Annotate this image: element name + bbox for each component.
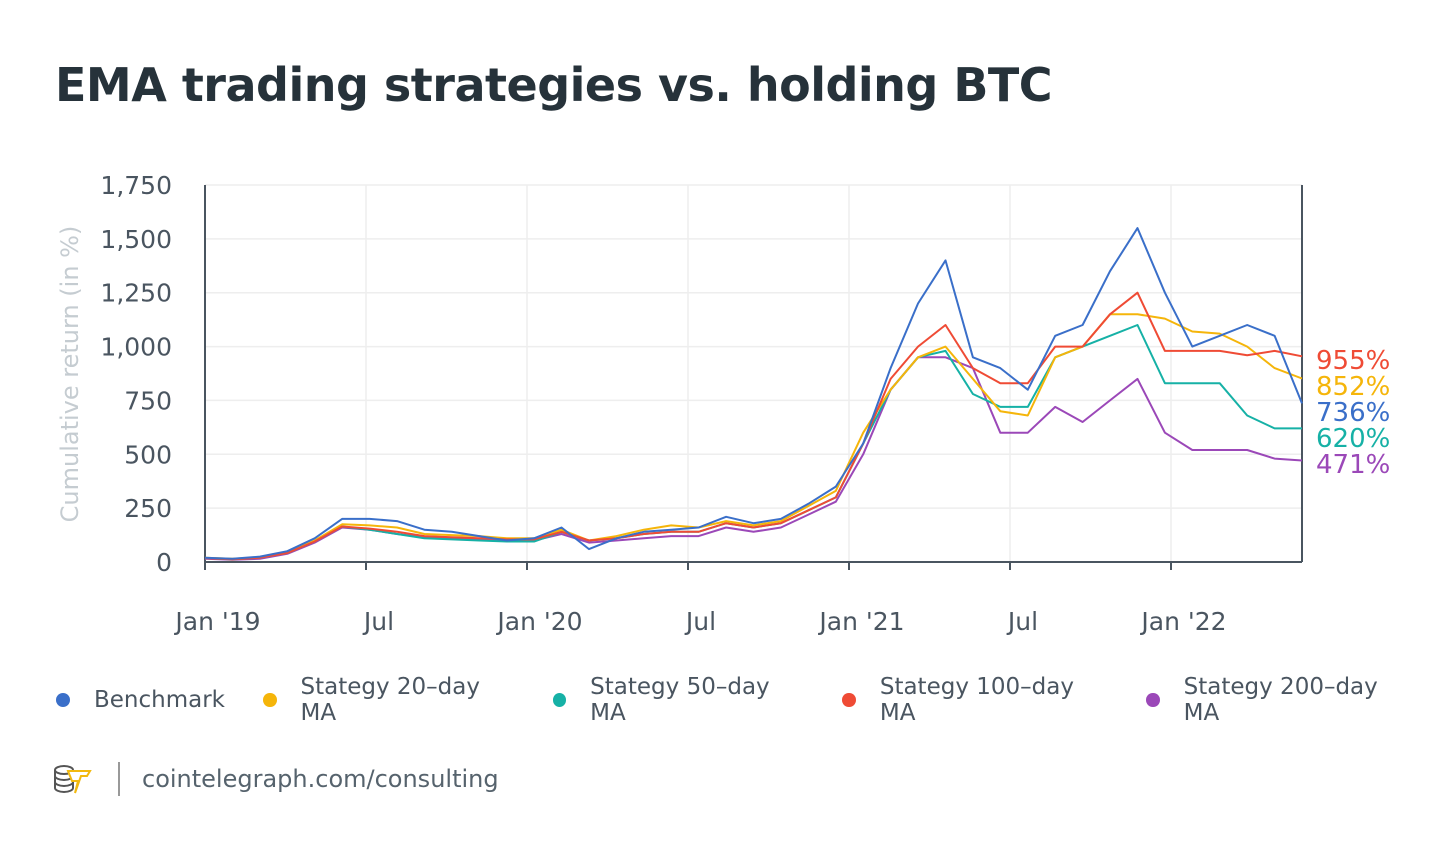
legend-marker-icon xyxy=(56,693,70,707)
legend-label: Stategy 200–day MA xyxy=(1183,674,1378,726)
y-axis-label: Cumulative return (in %) xyxy=(56,226,84,523)
legend-label: Stategy 50–day MA xyxy=(590,674,770,726)
y-tick-label: 750 xyxy=(124,386,172,415)
y-tick-label: 500 xyxy=(124,440,172,469)
legend-item[interactable]: Stategy 20–day MA xyxy=(263,674,515,726)
end-label: 955% xyxy=(1316,346,1390,376)
y-tick-label: 0 xyxy=(156,548,172,577)
series-line-stategy-20-day-ma xyxy=(204,313,1303,560)
x-tick-label: Jul xyxy=(362,607,394,636)
legend-item[interactable]: Benchmark xyxy=(56,674,225,726)
legend-marker-icon xyxy=(842,693,856,707)
legend-item[interactable]: Stategy 100–day MA xyxy=(842,674,1108,726)
y-tick-label: 1,750 xyxy=(100,171,172,200)
legend-marker-icon xyxy=(1146,693,1160,707)
legend-marker-icon xyxy=(263,693,277,707)
x-tick-label: Jul xyxy=(684,607,716,636)
legend-label: Stategy 100–day MA xyxy=(879,674,1074,726)
x-tick-label: Jan '22 xyxy=(1139,607,1226,636)
y-tick-label: 1,500 xyxy=(100,225,172,254)
legend-item[interactable]: Stategy 200–day MA xyxy=(1146,674,1412,726)
legend-item[interactable]: Stategy 50–day MA xyxy=(552,674,805,726)
footer: cointelegraph.com/consulting xyxy=(52,762,499,796)
series-line-stategy-50-day-ma xyxy=(204,324,1302,561)
x-tick-label: Jul xyxy=(1006,607,1038,636)
end-label: 471% xyxy=(1316,450,1390,480)
chart-title: EMA trading strategies vs. holding BTC xyxy=(55,58,1053,112)
end-label: 736% xyxy=(1316,398,1390,428)
series-line-benchmark xyxy=(204,227,1303,560)
x-tick-label: Jan '21 xyxy=(817,607,904,636)
legend-label: Benchmark xyxy=(94,687,226,713)
x-tick-label: Jan '20 xyxy=(495,607,582,636)
cointelegraph-logo-icon xyxy=(54,765,92,794)
series-line-stategy-100-day-ma xyxy=(204,291,1303,561)
divider xyxy=(118,762,120,796)
legend-marker-icon xyxy=(552,693,567,707)
footer-url[interactable]: cointelegraph.com/consulting xyxy=(142,765,499,793)
y-tick-label: 250 xyxy=(124,494,172,523)
legend: Benchmark Stategy 20–day MA Stategy 50–day… xyxy=(56,674,1450,726)
legend-label: Stategy 20–day MA xyxy=(300,674,480,726)
y-tick-label: 1,000 xyxy=(100,333,172,362)
end-label: 620% xyxy=(1316,424,1390,454)
x-tick-label: Jan '19 xyxy=(173,607,260,636)
end-label: 852% xyxy=(1316,372,1390,402)
y-tick-label: 1,250 xyxy=(100,279,172,308)
